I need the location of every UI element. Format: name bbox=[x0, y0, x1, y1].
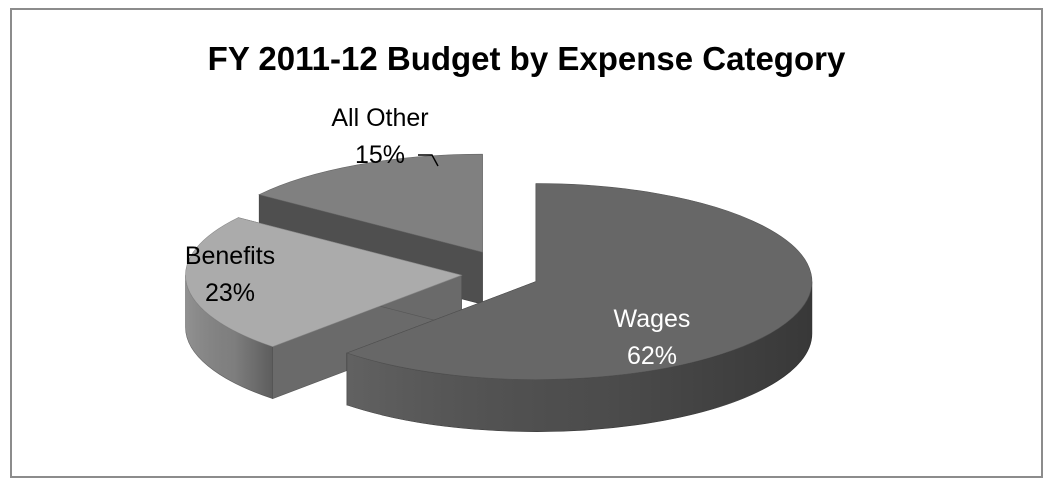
slice-top-face bbox=[185, 217, 463, 347]
pie-chart: Wages 62% Benefits 23% All Other 15% bbox=[185, 104, 813, 432]
leader-line bbox=[418, 154, 439, 167]
slice-value-benefits: 23% bbox=[205, 279, 255, 307]
slice-value-wages: 62% bbox=[627, 342, 677, 370]
chart-title: FY 2011-12 Budget by Expense Category bbox=[207, 40, 846, 77]
slice-top-face bbox=[258, 153, 483, 253]
slice-label-benefits: Benefits bbox=[185, 242, 275, 270]
slice-side-shade bbox=[185, 275, 273, 399]
slice-label-all-other: All Other bbox=[331, 104, 428, 132]
pie-slice-wages bbox=[346, 183, 813, 432]
pie-slice-benefits bbox=[185, 217, 463, 400]
slice-value-all-other: 15% bbox=[355, 141, 405, 169]
slice-side-shade bbox=[346, 281, 812, 432]
slice-top-face bbox=[346, 183, 813, 380]
slice-label-wages: Wages bbox=[614, 305, 691, 333]
